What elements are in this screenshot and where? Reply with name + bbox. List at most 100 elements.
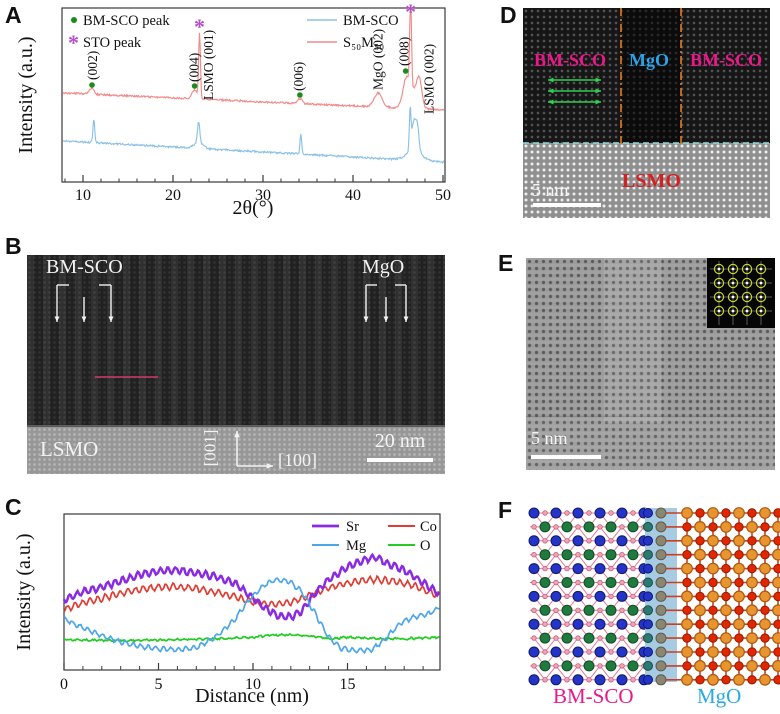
legend-label-Mg: Mg xyxy=(346,538,366,554)
scalebar-label-d: 5 nm xyxy=(532,180,569,200)
legend-bmsco-peak: BM-SCO peak xyxy=(83,13,170,29)
sr-atom xyxy=(528,507,540,519)
x-tick-label: 40 xyxy=(345,187,361,204)
peak-annotation: (002) xyxy=(85,51,100,80)
co-atom xyxy=(583,521,595,533)
interface-atom xyxy=(655,521,667,533)
o-atom xyxy=(575,663,581,669)
model-label-bmsco: BM-SCO xyxy=(553,684,634,708)
x-tick-label: 20 xyxy=(165,187,181,204)
co-atom xyxy=(583,549,595,561)
o-mgo-atom xyxy=(708,577,718,588)
sr-atom xyxy=(550,507,562,519)
peak-annotation: (008) xyxy=(396,37,411,66)
panel-letter-b: B xyxy=(5,233,22,259)
interface-edge-atom xyxy=(643,674,653,685)
o-atom xyxy=(542,593,548,600)
o-mgo-atom xyxy=(721,536,731,546)
sr-atom xyxy=(572,618,584,630)
o-mgo-atom xyxy=(760,633,770,643)
bmsco-peak-dot xyxy=(402,68,409,74)
panel-letter-f: F xyxy=(498,497,513,523)
o-mgo-atom xyxy=(747,508,757,518)
peak-annotation: LSMO (001) xyxy=(201,30,216,100)
sr-atom xyxy=(616,535,628,547)
mg-atom xyxy=(746,521,758,533)
mg-atom xyxy=(772,632,780,644)
lsmo-substrate-strip xyxy=(27,425,445,474)
o-mgo-atom xyxy=(734,522,744,532)
sto-peak-asterisk: * xyxy=(405,0,416,24)
o-atom xyxy=(597,552,603,558)
co-atom xyxy=(561,577,573,588)
o-atom xyxy=(597,579,603,586)
o-mgo-atom xyxy=(721,563,731,574)
mg-atom xyxy=(746,604,758,617)
o-mgo-atom xyxy=(721,619,731,629)
mg-atom xyxy=(720,632,732,644)
mg-atom xyxy=(694,521,706,533)
o-atom xyxy=(630,649,636,655)
mg-atom xyxy=(772,604,780,617)
sr-atom xyxy=(594,563,606,575)
interface-atom xyxy=(655,590,667,602)
interface-atom xyxy=(655,646,667,658)
o-mgo-atom xyxy=(695,508,705,518)
o-mgo-atom xyxy=(734,605,744,615)
mg-atom xyxy=(733,534,745,547)
fft-spot-circle xyxy=(755,305,767,317)
o-mgo-atom xyxy=(760,577,770,588)
interface-edge-atom xyxy=(643,563,653,574)
o-mgo-atom xyxy=(760,550,770,560)
o-atom xyxy=(597,607,603,613)
o-mgo-atom xyxy=(760,605,770,615)
o-atom xyxy=(619,635,625,641)
o-mgo-atom xyxy=(695,675,705,685)
o-mgo-atom xyxy=(708,550,718,560)
mgo-column-region xyxy=(621,8,681,143)
mg-atom xyxy=(720,576,732,589)
o-atom xyxy=(586,593,592,600)
fft-spot-circle xyxy=(713,277,725,289)
o-mgo-atom xyxy=(747,536,757,546)
mg-atom xyxy=(772,660,780,672)
sr-atom xyxy=(616,674,628,686)
mg-atom xyxy=(733,646,745,658)
mg-atom xyxy=(707,507,719,519)
x-tick-label: 10 xyxy=(245,676,261,693)
sr-atom xyxy=(616,590,628,602)
o-atom xyxy=(608,593,614,600)
sr-atom xyxy=(616,563,628,575)
o-mgo-atom xyxy=(773,536,780,546)
mg-atom xyxy=(772,521,780,533)
mg-atom xyxy=(681,673,693,686)
mg-atom xyxy=(707,673,719,686)
co-atom xyxy=(583,632,595,644)
bmsco-peak-dot xyxy=(89,82,95,88)
co-atom xyxy=(627,577,639,588)
o-atom xyxy=(542,510,548,516)
o-mgo-atom xyxy=(708,605,718,615)
co-atom xyxy=(605,632,617,644)
scalebar-label-e: 5 nm xyxy=(531,428,568,448)
o-atom xyxy=(597,635,603,641)
o-atom xyxy=(619,607,625,613)
o-atom xyxy=(564,538,570,544)
fft-spot-circle xyxy=(741,305,753,317)
o-mgo-atom xyxy=(734,550,744,560)
o-atom xyxy=(553,552,559,558)
bmsco-peak-dot xyxy=(191,83,198,89)
sr-atom xyxy=(528,674,540,686)
o-atom xyxy=(619,579,625,586)
o-atom xyxy=(531,635,537,641)
o-mgo-atom xyxy=(760,522,770,532)
o-atom xyxy=(553,524,559,530)
mg-atom xyxy=(746,548,758,561)
interface-edge-atom xyxy=(643,577,653,588)
o-mgo-atom xyxy=(682,522,692,532)
co-atom xyxy=(605,549,617,561)
interface-atom xyxy=(655,604,667,616)
interface-edge-atom xyxy=(643,549,653,560)
co-atom xyxy=(605,521,617,533)
profile-series-Co xyxy=(63,574,441,613)
